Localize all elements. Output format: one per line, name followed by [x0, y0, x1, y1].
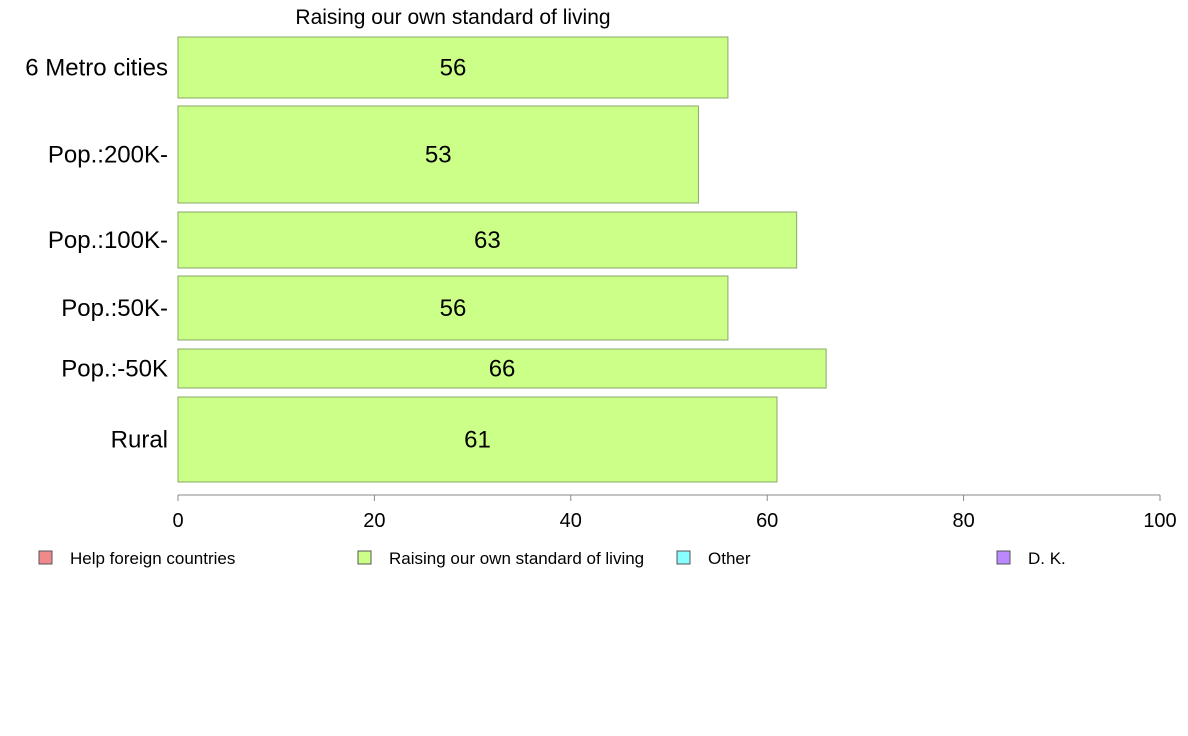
bar-2: [177, 211, 798, 269]
bars-group: 6 Metro cities 56 Pop.:200K- 53 Pop.:100K- 63…: [25, 36, 827, 483]
value-label-0: 56: [440, 55, 467, 82]
value-label-2: 63: [474, 227, 501, 254]
legend-label-1: Raising our own standard of living: [389, 549, 644, 568]
x-tick-label-4: 80: [952, 510, 974, 532]
category-label-0: 6 Metro cities: [25, 55, 168, 82]
chart-title: Raising our own standard of living: [295, 6, 610, 29]
category-label-2: Pop.:100K-: [48, 227, 168, 254]
value-label-3: 56: [440, 295, 467, 322]
bar-5: [177, 396, 778, 483]
category-label-4: Pop.:-50K: [61, 356, 168, 383]
category-label-5: Rural: [111, 427, 168, 454]
legend-swatch-1: [357, 550, 372, 565]
bar-4: [177, 348, 827, 389]
legend-swatch-3: [996, 550, 1011, 565]
category-label-1: Pop.:200K-: [48, 142, 168, 169]
legend: Help foreign countries Raising our own st…: [38, 549, 1066, 568]
x-tick-label-1: 20: [363, 510, 385, 532]
legend-label-2: Other: [708, 549, 751, 568]
value-label-4: 66: [489, 356, 516, 383]
legend-swatch-0: [38, 550, 53, 565]
bar-0: [177, 36, 729, 99]
value-label-5: 61: [464, 427, 491, 454]
legend-swatch-2: [676, 550, 691, 565]
bar-1: [177, 105, 699, 204]
x-tick-label-2: 40: [560, 510, 582, 532]
legend-label-0: Help foreign countries: [70, 549, 235, 568]
x-tick-label-0: 0: [172, 510, 183, 532]
x-axis: 0 20 40 60 80 100: [172, 494, 1177, 532]
legend-label-3: D. K.: [1028, 549, 1066, 568]
bar-3: [177, 275, 729, 341]
value-label-1: 53: [425, 142, 452, 169]
x-tick-label-3: 60: [756, 510, 778, 532]
category-label-3: Pop.:50K-: [61, 295, 168, 322]
x-tick-label-5: 100: [1143, 510, 1176, 532]
